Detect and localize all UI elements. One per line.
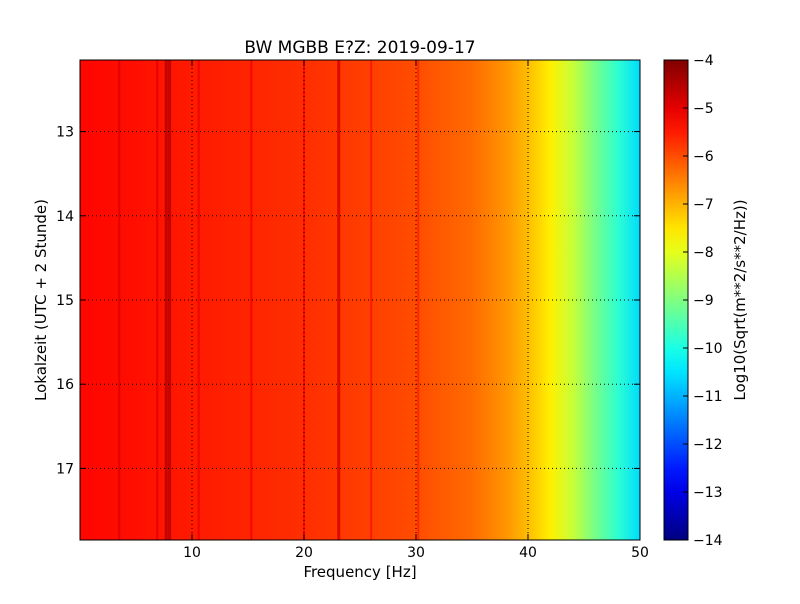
spectral-line-30.2hz xyxy=(417,60,420,540)
x-tick-label: 30 xyxy=(407,545,425,561)
colorbar-tick-label: −6 xyxy=(693,149,714,165)
spectral-line-26hz xyxy=(370,60,373,540)
y-axis-ticks: 13 14 15 16 17 xyxy=(56,125,640,477)
grid-lines xyxy=(80,60,640,540)
colorbar-tick-label: −13 xyxy=(693,485,723,501)
y-tick-label: 15 xyxy=(56,293,74,309)
y-tick-label: 17 xyxy=(56,461,74,477)
x-axis-label: Frequency [Hz] xyxy=(303,563,416,581)
spectral-line-7.7hz xyxy=(164,60,168,540)
y-tick-label: 13 xyxy=(56,125,74,141)
colorbar-tick-label: −9 xyxy=(693,293,714,309)
chart-title: BW MGBB E?Z: 2019-09-17 xyxy=(244,38,475,58)
colorbar-tick-label: −14 xyxy=(693,533,723,549)
spectral-line-15.3hz xyxy=(250,60,253,540)
colorbar: −4 −5 −6 −7 −8 −9 −10 −11 −12 −13 −14 Log10(Sqrt(m… xyxy=(663,53,749,549)
y-tick-label: 14 xyxy=(56,209,74,225)
colorbar-tick-label: −8 xyxy=(693,245,714,261)
x-axis-ticks: 10 20 30 40 50 xyxy=(183,60,649,561)
x-tick-label: 10 xyxy=(183,545,201,561)
colorbar-ticks: −4 −5 −6 −7 −8 −9 −10 −11 −12 −13 −14 xyxy=(683,53,723,549)
x-tick-label: 50 xyxy=(631,545,649,561)
x-tick-label: 40 xyxy=(519,545,537,561)
spectral-line-6.9hz xyxy=(156,60,159,540)
spectral-line-8hz xyxy=(168,60,172,540)
colorbar-tick-label: −7 xyxy=(693,197,714,213)
colorbar-tick-label: −5 xyxy=(693,101,714,117)
y-axis-label: Lokalzeit (UTC + 2 Stunde) xyxy=(32,199,50,401)
plot-area: 10 20 30 40 50 13 14 15 16 17 xyxy=(56,59,649,561)
x-tick-label: 20 xyxy=(295,545,313,561)
spectral-line-3.5hz xyxy=(118,60,121,540)
colorbar-tick-label: −11 xyxy=(693,389,723,405)
spectral-line-10.6hz xyxy=(197,60,200,540)
spectral-line-23.1hz xyxy=(337,60,341,540)
colorbar-label: Log10(Sqrt(m**2/s**2/Hz)) xyxy=(731,199,749,400)
colorbar-tick-label: −12 xyxy=(693,437,723,453)
colorbar-tick-label: −10 xyxy=(693,341,723,357)
y-tick-label: 16 xyxy=(56,377,74,393)
colorbar-tick-label: −4 xyxy=(693,53,714,69)
